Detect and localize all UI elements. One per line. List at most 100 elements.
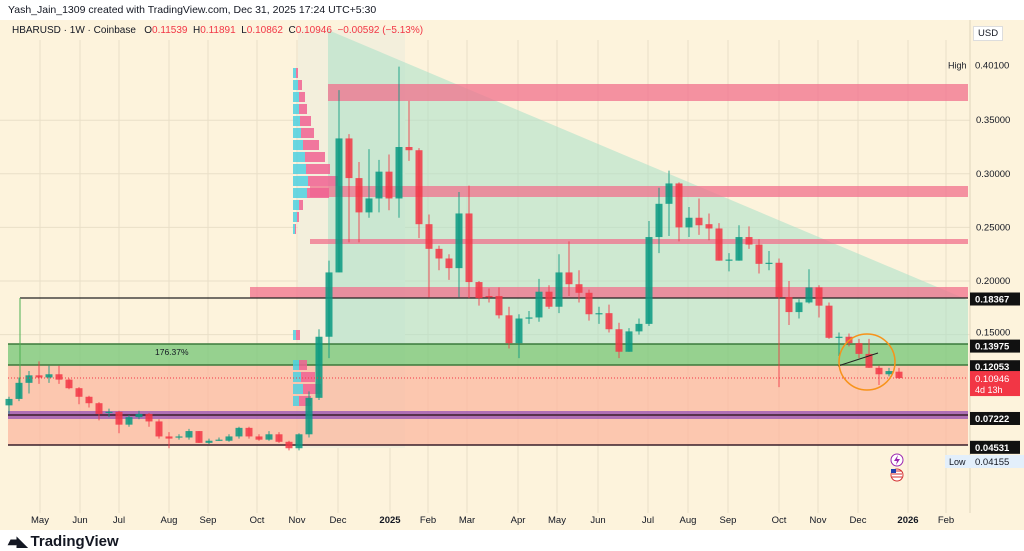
brand-name: TradingView: [30, 533, 119, 550]
volume-profile-bar-down: [300, 116, 311, 126]
price-tick-label: 0.30000: [976, 169, 1010, 180]
volume-profile-bar-down: [299, 396, 311, 406]
volume-profile-bar-down: [299, 104, 307, 114]
candle-body: [565, 272, 573, 285]
candle-body: [355, 178, 363, 213]
candle-body: [375, 171, 383, 199]
candle: [215, 437, 223, 441]
candle: [335, 90, 343, 273]
volume-profile-bar-up: [293, 92, 299, 102]
volume-profile-bar-down: [306, 164, 330, 174]
candle-body: [145, 413, 153, 422]
candle-body: [385, 171, 393, 199]
candle-body: [235, 427, 243, 437]
candle-body: [175, 436, 183, 438]
time-tick-label: Nov: [288, 515, 306, 526]
candle-body: [405, 147, 413, 151]
close-value: 0.10946: [295, 25, 332, 36]
candle-body: [515, 318, 523, 344]
price-tick-label: 0.20000: [976, 276, 1010, 287]
candle: [565, 241, 573, 297]
candle-body: [555, 272, 563, 307]
time-tick-label: Sep: [719, 515, 737, 526]
candle: [465, 185, 473, 299]
candle: [115, 410, 123, 434]
candle: [365, 149, 373, 218]
candle: [395, 66, 403, 218]
us-flag-icon: [890, 468, 904, 482]
candle-body: [575, 284, 583, 293]
candle: [375, 159, 383, 213]
candle-body: [445, 258, 453, 269]
symbol-info[interactable]: HBARUSD · 1W · Coinbase: [12, 25, 136, 36]
candle: [605, 304, 613, 333]
currency-button[interactable]: USD: [973, 26, 1004, 41]
candle-body: [885, 371, 893, 375]
candle-body: [835, 336, 843, 338]
candle: [295, 433, 303, 451]
candle: [825, 302, 833, 339]
volume-profile-bar-up: [293, 330, 296, 340]
range-percent-label: 176.37%: [155, 347, 189, 357]
candle: [785, 281, 793, 325]
level-price-label: 0.12053: [975, 362, 1009, 373]
candle-body: [865, 353, 873, 368]
candle: [75, 387, 83, 405]
candle: [515, 314, 523, 359]
candle: [315, 329, 323, 400]
volume-profile-bar-down: [297, 212, 299, 222]
candle-body: [25, 375, 33, 383]
candle: [165, 432, 173, 449]
volume-profile-bar-up: [293, 384, 303, 394]
candle: [575, 270, 583, 303]
candle-body: [605, 313, 613, 330]
volume-profile-bar-up: [293, 104, 299, 114]
support-zone-green: [8, 344, 968, 365]
candle: [235, 426, 243, 439]
volume-profile-bar-down: [299, 360, 307, 370]
volume-profile-bar-up: [293, 360, 299, 370]
candle-body: [715, 228, 723, 261]
candle-body: [665, 183, 673, 204]
volume-profile-bar-up: [293, 80, 298, 90]
candle: [815, 285, 823, 318]
volume-profile-bar-down: [295, 224, 296, 234]
candle-body: [705, 224, 713, 229]
candle-body: [815, 287, 823, 306]
volume-profile-bar-up: [293, 176, 308, 186]
candle: [555, 254, 563, 314]
time-tick-label: Jul: [112, 515, 126, 526]
candle: [695, 198, 703, 235]
candle: [665, 170, 673, 236]
candle: [255, 434, 263, 441]
candle-body: [775, 262, 783, 298]
level-price-label: 0.13975: [975, 342, 1010, 353]
candle: [305, 391, 313, 438]
trend-line: [837, 352, 879, 367]
candle: [275, 432, 283, 443]
level-price-label: 0.07222: [975, 414, 1009, 425]
candle-body: [425, 224, 433, 249]
resistance-zone-thin: [310, 239, 968, 244]
candle: [755, 239, 763, 274]
candle: [495, 287, 503, 319]
candle-body: [805, 287, 813, 303]
candle-body: [365, 198, 373, 213]
candle-body: [725, 259, 733, 261]
candle: [25, 371, 33, 394]
candle: [55, 365, 63, 384]
candle-body: [505, 315, 513, 344]
high-label: H: [193, 25, 201, 36]
volume-profile-bar-down: [301, 128, 314, 138]
candle: [5, 396, 13, 414]
candle-body: [205, 440, 213, 443]
candle: [265, 431, 273, 441]
candle: [525, 311, 533, 324]
time-tick-label: Aug: [160, 515, 178, 526]
candle: [855, 338, 863, 359]
candle: [95, 402, 103, 421]
candle: [15, 377, 23, 402]
volume-profile-bar-up: [293, 128, 301, 138]
candle: [475, 281, 483, 306]
